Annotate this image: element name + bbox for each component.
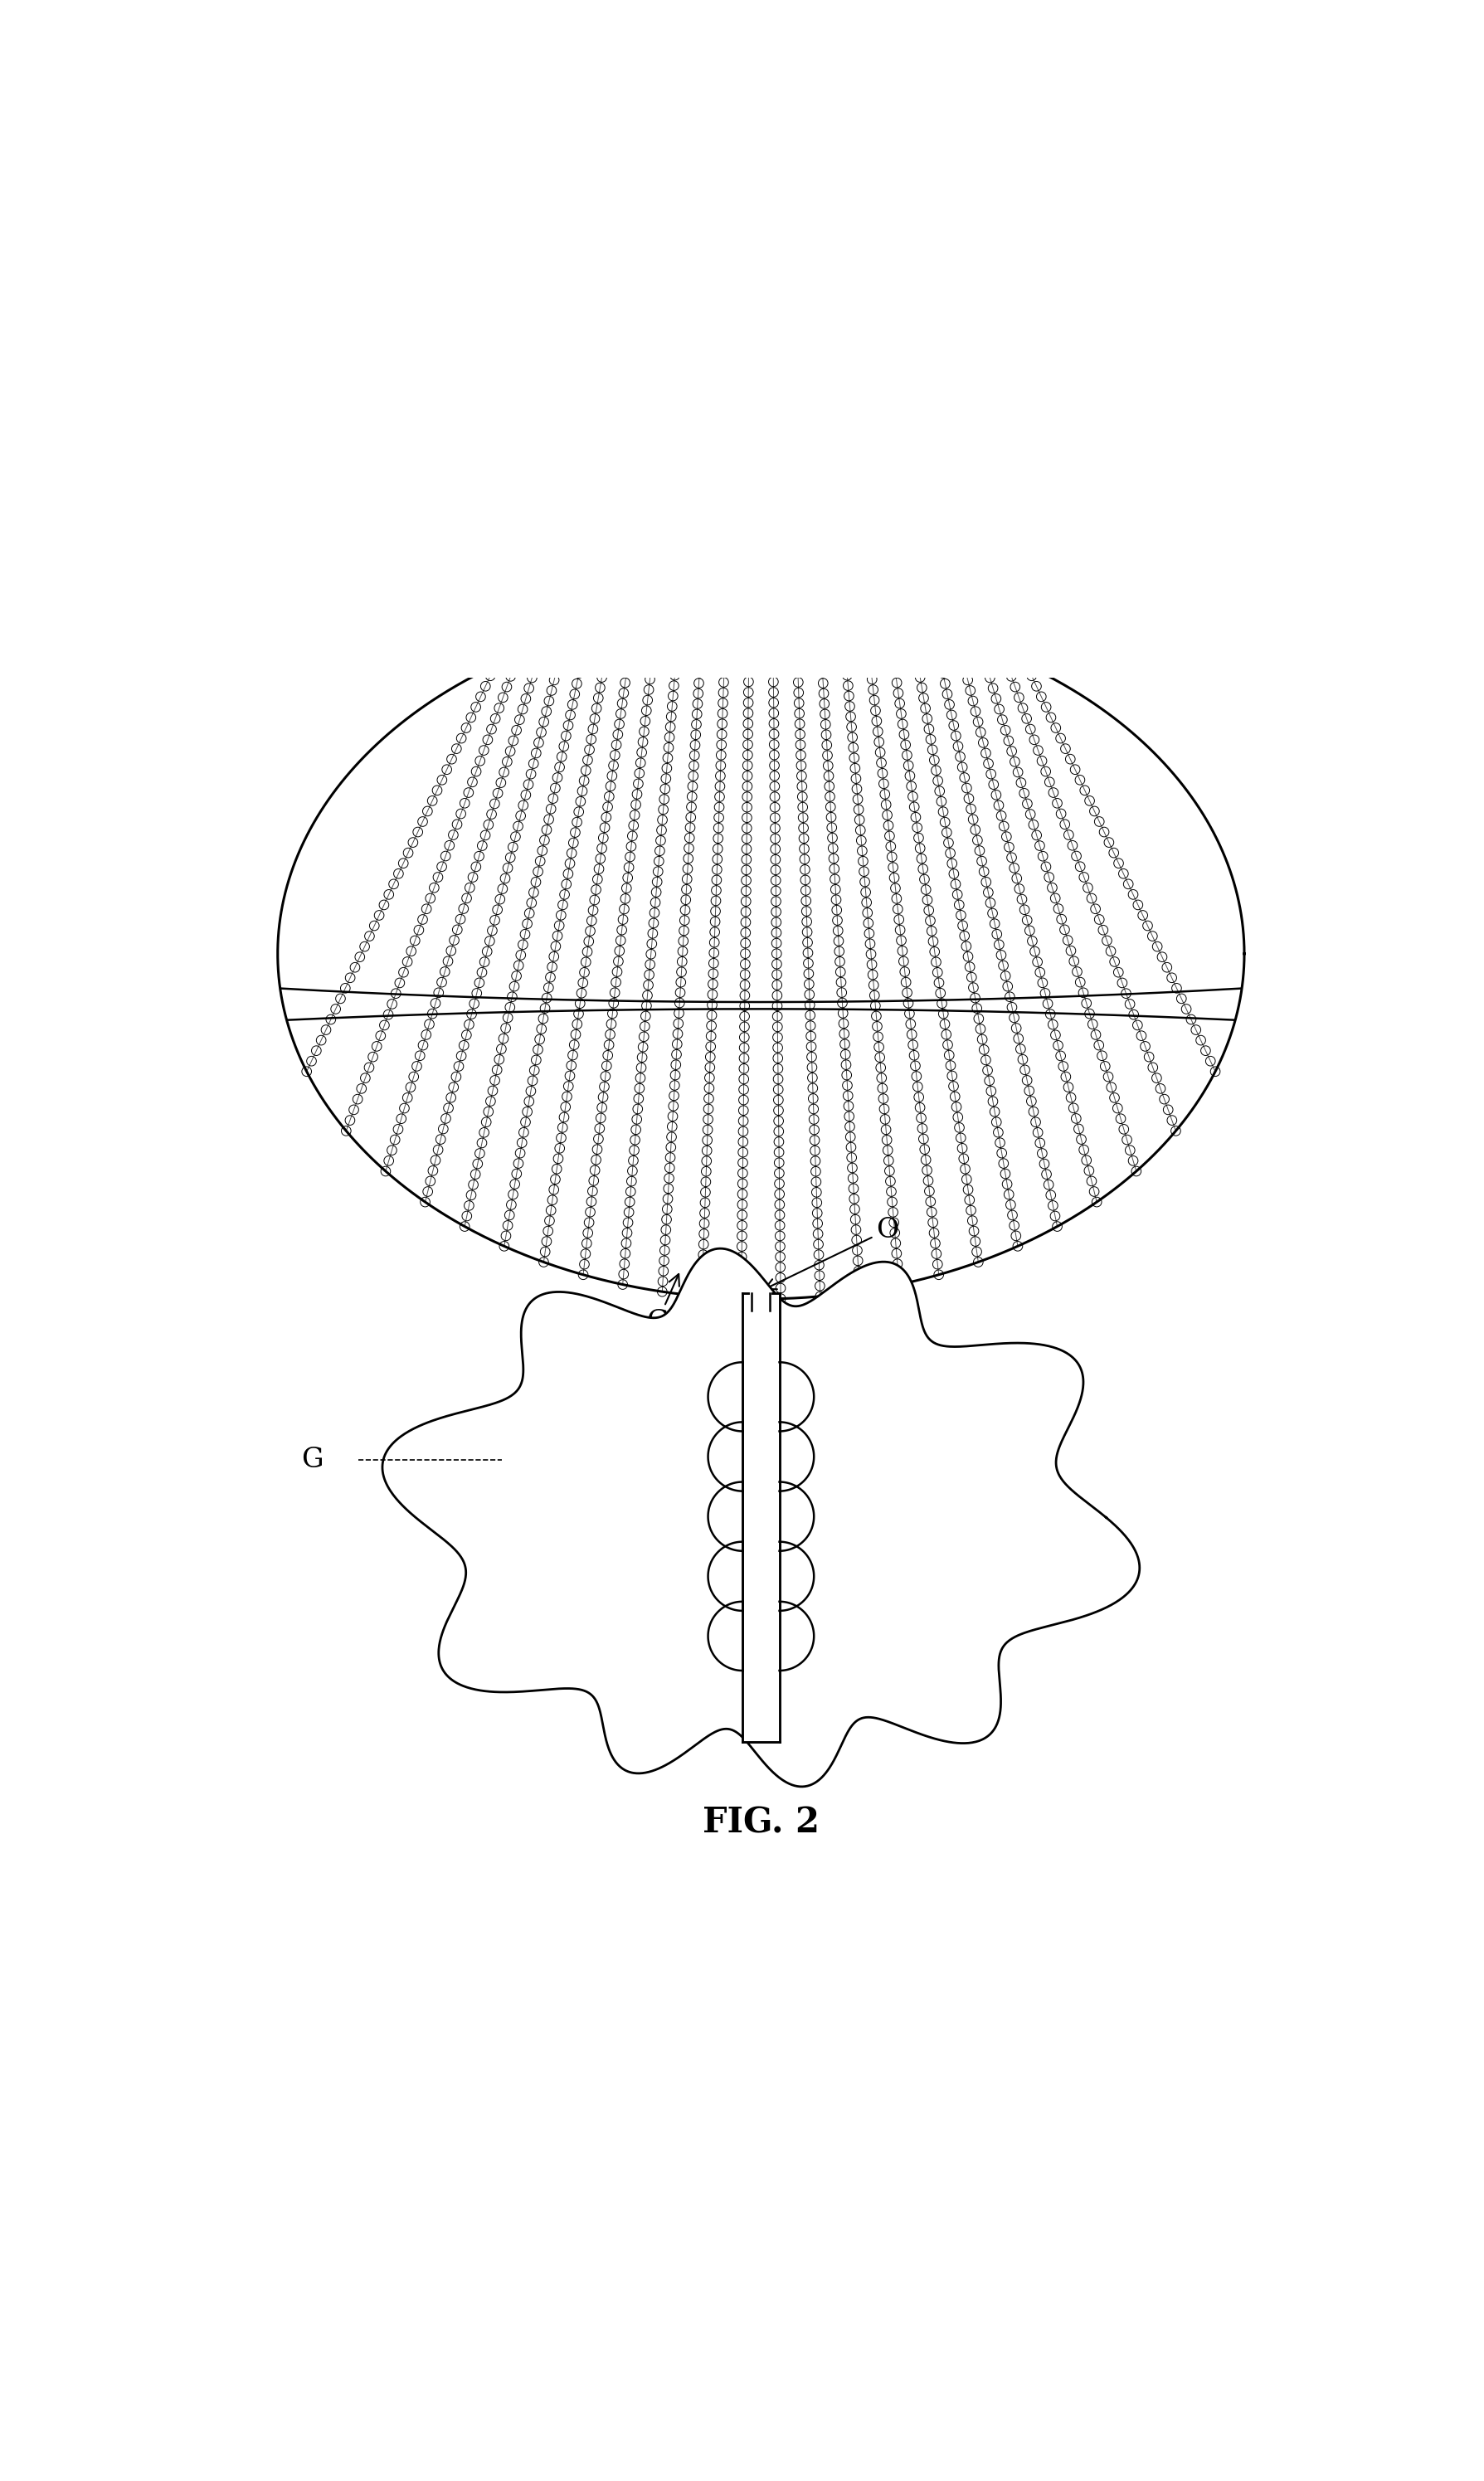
Polygon shape: [779, 1603, 813, 1670]
Polygon shape: [742, 1293, 779, 1742]
Polygon shape: [779, 1362, 813, 1432]
Text: FIG. 2: FIG. 2: [702, 1806, 819, 1841]
Polygon shape: [708, 1362, 742, 1432]
Text: G: G: [301, 1446, 324, 1474]
Text: G: G: [646, 1275, 678, 1335]
Polygon shape: [779, 1422, 813, 1491]
Polygon shape: [708, 1422, 742, 1491]
Polygon shape: [708, 1481, 742, 1551]
Polygon shape: [779, 1541, 813, 1610]
Text: O: O: [764, 1216, 898, 1290]
Polygon shape: [383, 1248, 1138, 1786]
Text: C: C: [788, 1342, 920, 1402]
Text: FIG. 1: FIG. 1: [702, 1345, 819, 1379]
Polygon shape: [779, 1481, 813, 1551]
Polygon shape: [708, 1603, 742, 1670]
Polygon shape: [708, 1541, 742, 1610]
